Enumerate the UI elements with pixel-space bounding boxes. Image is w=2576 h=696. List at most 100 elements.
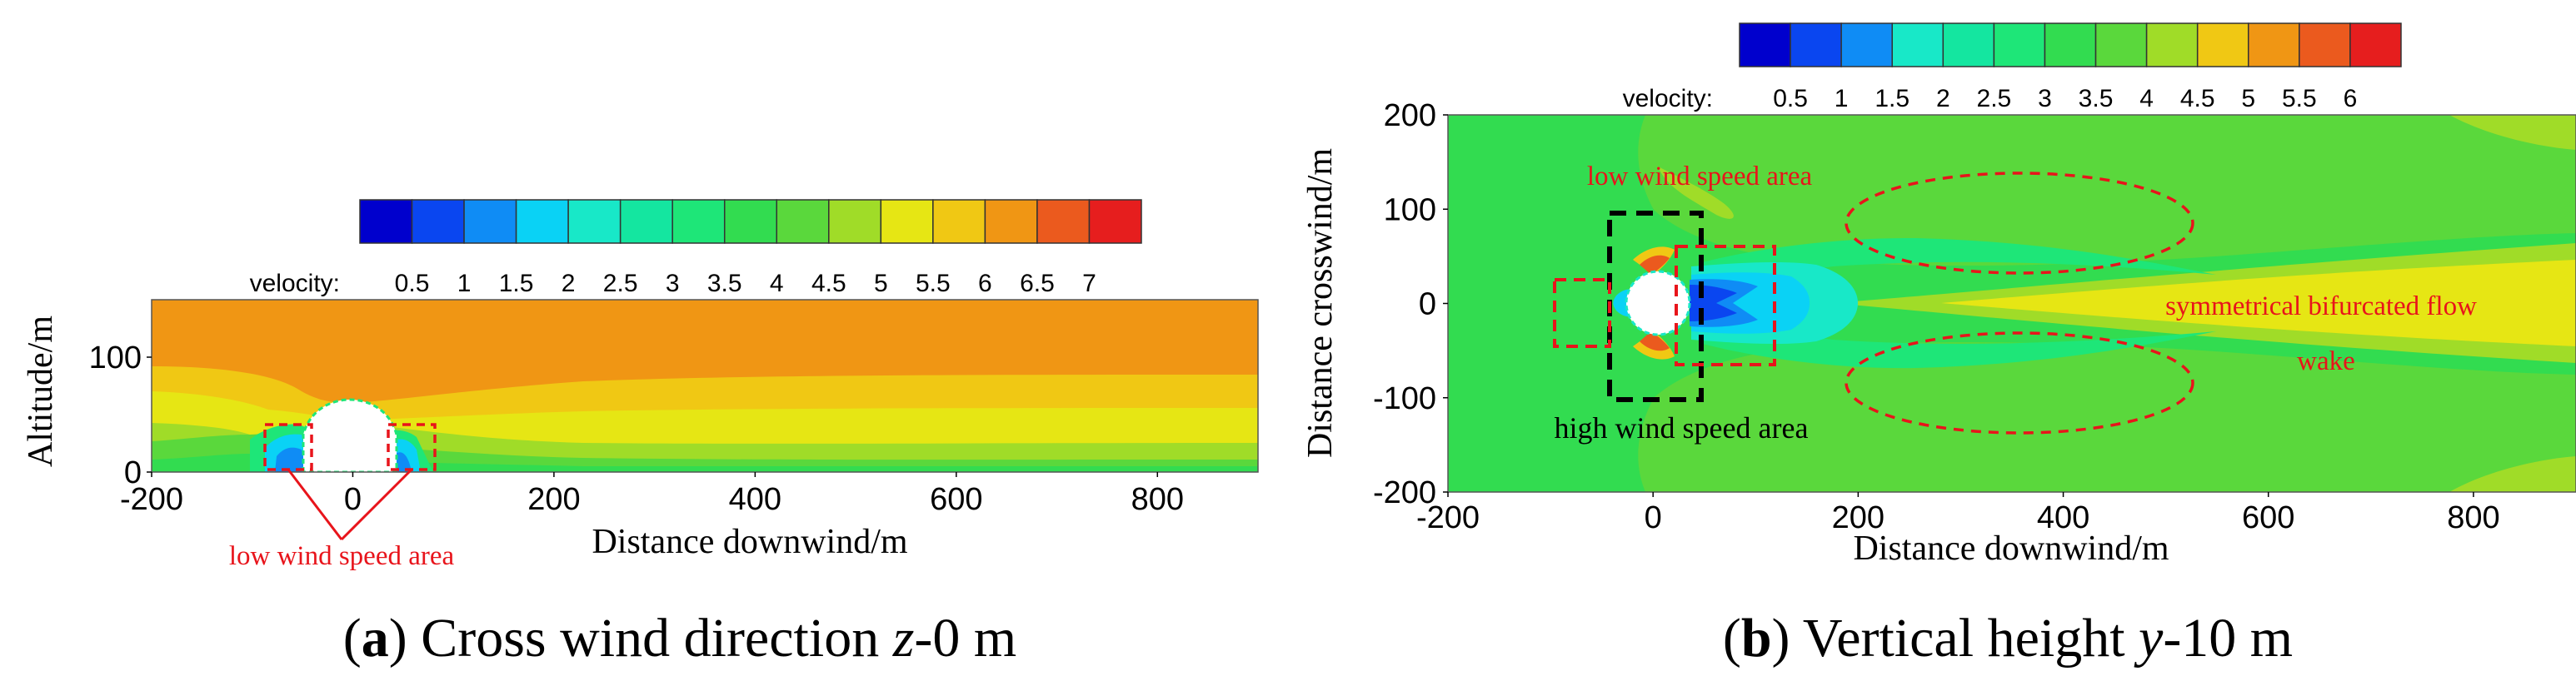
callout-line-a-left (287, 469, 343, 540)
colorbar-a-cell (1088, 199, 1142, 244)
colorbar-a-cell (1036, 199, 1091, 244)
annotation-b-low-wind: low wind speed area (1587, 162, 1813, 191)
plot-a-field (152, 300, 1258, 472)
colorbar-b-tick: 1 (1835, 85, 1849, 112)
field-b-band-3-5-top (1638, 115, 2576, 266)
colorbar-a-tick: 4 (770, 270, 784, 297)
colorbar-b-tick: 3 (2038, 85, 2052, 112)
colorbar-a-cell (776, 199, 830, 244)
colorbar-b-label: velocity: (1623, 85, 1713, 112)
wake-ellipse-b-upper (1845, 172, 2194, 275)
y-tick-label-b: -100 (1373, 381, 1436, 416)
colorbar-a-tick: 6 (978, 270, 992, 297)
x-tick-label-a: 800 (1131, 482, 1184, 517)
field-a-band-6 (152, 300, 1258, 358)
field-a-band-1 (275, 447, 307, 472)
annotation-b-high-wind: high wind speed area (1555, 411, 1809, 445)
annotation-b-wake: wake (2297, 346, 2355, 376)
colorbar-b-tick: 2 (1936, 85, 1950, 112)
field-b-corner-lower-6 (1640, 331, 1670, 351)
colorbar-a-tick: 5.5 (916, 270, 951, 297)
colorbar-b-cells (1739, 22, 2402, 67)
colorbar-a-cell (723, 199, 778, 244)
colorbar-a-cell (567, 199, 622, 244)
colorbar-a-cell (463, 199, 517, 244)
colorbar-b-cell (2094, 22, 2148, 67)
colorbar-b-cell (2299, 22, 2351, 67)
x-tick-label-b: 200 (1832, 500, 1885, 535)
colorbar-b-tick: 5.5 (2282, 85, 2317, 112)
colorbar-b-cell (1739, 22, 1791, 67)
field-b-band-4-5 (1941, 260, 2576, 346)
panel-a: velocity: 0.5 1 1.5 2 2.5 3 3.5 4 4.5 5 5.5 6 6.5 7 l… (22, 199, 1259, 669)
colorbar-a-tick: 4.5 (811, 270, 846, 297)
x-axis-a-ticks: -200 0 200 400 600 800 (120, 472, 1184, 517)
field-b-corner-upper-6 (1640, 255, 1670, 275)
colorbar-a-tick: 6.5 (1020, 270, 1055, 297)
x-tick-label-a: 600 (930, 482, 982, 517)
colorbar-b-cell (2248, 22, 2300, 67)
colorbar-a-tick: 2 (562, 270, 576, 297)
colorbar-a-cell (515, 199, 569, 244)
colorbar-b-cell (2196, 22, 2249, 67)
caption-a: (a) Cross wind direction z-0 m (343, 608, 1016, 669)
x-tick-label-b: 800 (2447, 500, 2499, 535)
colorbar-a-tick: 5 (874, 270, 888, 297)
caption-a-var: z (892, 608, 915, 669)
y-axis-b-ticks: -200 -100 0 100 200 (1373, 98, 1448, 510)
caption-a-text: Cross wind direction (421, 608, 879, 669)
y-axis-a-ticks: 0 100 (89, 341, 152, 490)
colorbar-a-cell (619, 199, 673, 244)
caption-b-var: y (2134, 608, 2164, 669)
colorbar-b-tick: 5 (2241, 85, 2255, 112)
caption-b-text: Vertical height (1803, 608, 2125, 669)
building-b (1625, 270, 1691, 336)
colorbar-a-ticks: 0.5 1 1.5 2 2.5 3 3.5 4 4.5 5 5.5 6 6.5 7 (395, 270, 1096, 297)
colorbar-b-ticks: 0.5 1 1.5 2 2.5 3 3.5 4 4.5 5 5.5 6 (1773, 85, 2357, 112)
x-tick-label-a: 200 (527, 482, 580, 517)
colorbar-b-cell (2145, 22, 2199, 67)
field-b-wake-lower (1700, 323, 2216, 369)
colorbar-a-cell (671, 199, 726, 244)
colorbar-a: velocity: 0.5 1 1.5 2 2.5 3 3.5 4 4.5 5 5.5 6 6.5 7 (250, 199, 1142, 297)
colorbar-a-tick: 1 (457, 270, 472, 297)
colorbar-b-cell (1840, 22, 1893, 67)
annotation-b-bifurcated: symmetrical bifurcated flow (2165, 291, 2477, 321)
y-tick-label-b: -200 (1373, 475, 1436, 510)
caption-a-letter: a (362, 608, 389, 669)
colorbar-a-tick: 7 (1082, 270, 1096, 297)
field-b-band-3-5-bottom (1638, 341, 2576, 492)
colorbar-b-tick: 2.5 (1977, 85, 2012, 112)
colorbar-a-tick: 2.5 (603, 270, 638, 297)
callout-line-a-right (340, 468, 413, 541)
plot-b-field (1448, 115, 2576, 492)
panel-b: velocity: 0.5 1 1.5 2 2.5 3 3.5 4 4.5 5 5.5 6 (1301, 22, 2576, 669)
colorbar-a-cell (411, 199, 465, 244)
x-tick-label-b: 600 (2242, 500, 2294, 535)
field-b-corner-bottom (2449, 456, 2576, 492)
y-tick-label-b: 200 (1384, 98, 1436, 133)
colorbar-b-cell (1891, 22, 1944, 67)
colorbar-a-tick: 1.5 (499, 270, 534, 297)
colorbar-a-tick: 3.5 (707, 270, 742, 297)
colorbar-b-tick: 4 (2139, 85, 2154, 112)
caption-a-value: -0 m (914, 608, 1016, 669)
colorbar-b-tick: 3.5 (2079, 85, 2114, 112)
x-tick-label-b: 0 (1645, 500, 1662, 535)
x-axis-b-label: Distance downwind/m (1853, 529, 2169, 568)
y-axis-a-label: Altitude/m (22, 316, 60, 467)
y-tick-label-b: 100 (1384, 192, 1436, 227)
x-tick-label-a: 0 (344, 482, 362, 517)
field-b-corner-top (2449, 115, 2576, 150)
y-tick-label-a: 0 (124, 455, 142, 490)
colorbar-b-cell (1993, 22, 2046, 67)
colorbar-a-tick: 0.5 (395, 270, 430, 297)
colorbar-b-tick: 1.5 (1875, 85, 1910, 112)
plot-a-frame (151, 299, 1259, 473)
colorbar-a-cell (828, 199, 882, 244)
caption-b: (b) Vertical height y-10 m (1723, 608, 2293, 669)
colorbar-a-label: velocity: (250, 270, 340, 297)
x-tick-label-a: 400 (729, 482, 781, 517)
highlight-box-b-rear (1675, 245, 1776, 366)
